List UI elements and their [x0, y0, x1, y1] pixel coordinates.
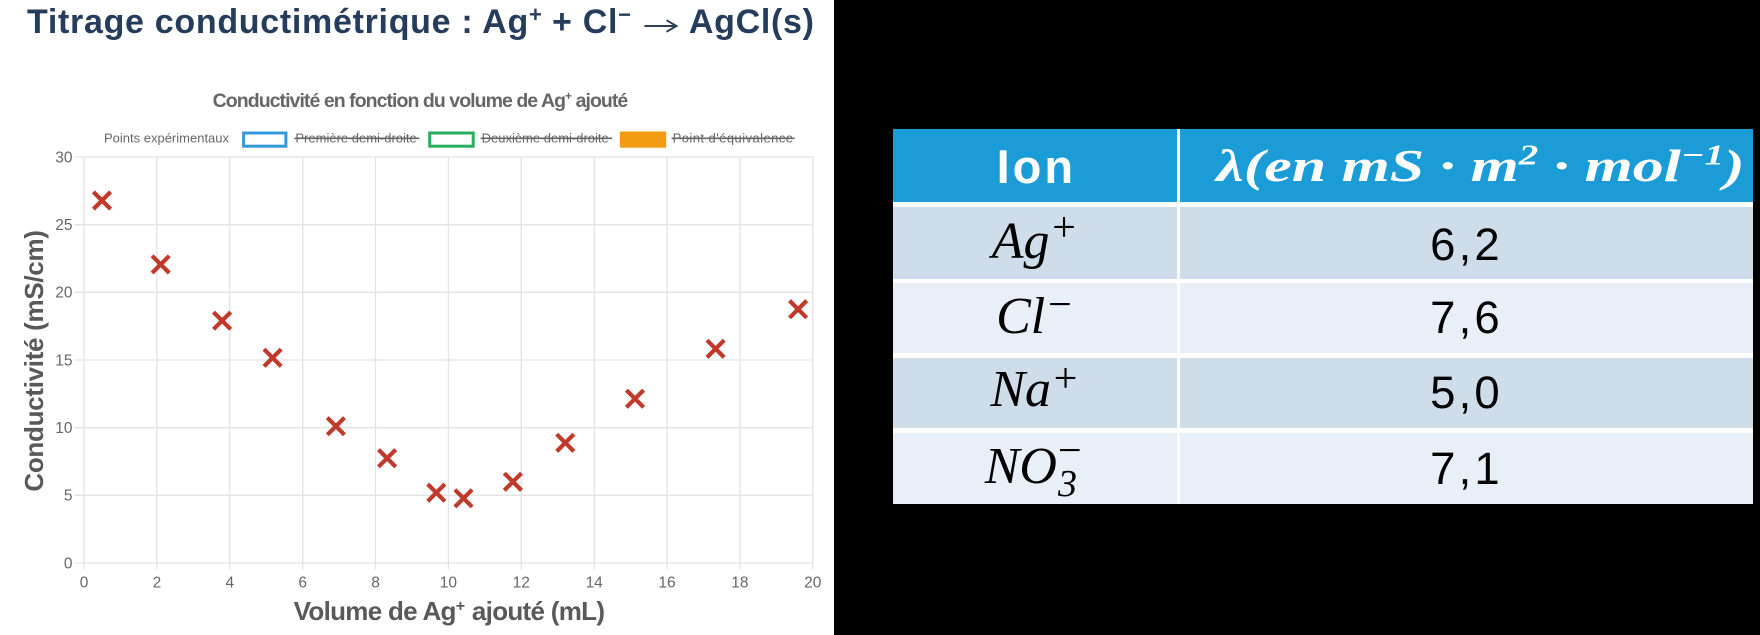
svg-text:0: 0 [64, 555, 73, 572]
svg-text:5: 5 [64, 488, 73, 505]
svg-text:14: 14 [586, 575, 604, 592]
svg-text:18: 18 [731, 575, 748, 592]
svg-text:6: 6 [298, 575, 307, 592]
svg-text:8: 8 [371, 575, 380, 592]
svg-text:16: 16 [658, 575, 675, 592]
svg-text:20: 20 [55, 285, 73, 302]
svg-text:10: 10 [440, 575, 458, 592]
svg-text:Points expérimentaux: Points expérimentaux [104, 131, 230, 146]
svg-text:20: 20 [804, 575, 822, 592]
svg-text:4: 4 [225, 575, 234, 592]
svg-text:Volume de Ag+ ajouté (mL): Volume de Ag+ ajouté (mL) [294, 596, 605, 626]
svg-text:10: 10 [55, 420, 73, 437]
svg-text:30: 30 [55, 149, 73, 166]
svg-text:Conductivité en fonction du vo: Conductivité en fonction du volume de Ag… [213, 89, 629, 112]
svg-text:0: 0 [80, 575, 89, 592]
svg-text:Conductivité (mS/cm): Conductivité (mS/cm) [19, 230, 49, 491]
svg-text:12: 12 [513, 575, 530, 592]
svg-text:25: 25 [55, 217, 72, 234]
svg-text:2: 2 [153, 575, 162, 592]
svg-text:15: 15 [55, 352, 72, 369]
